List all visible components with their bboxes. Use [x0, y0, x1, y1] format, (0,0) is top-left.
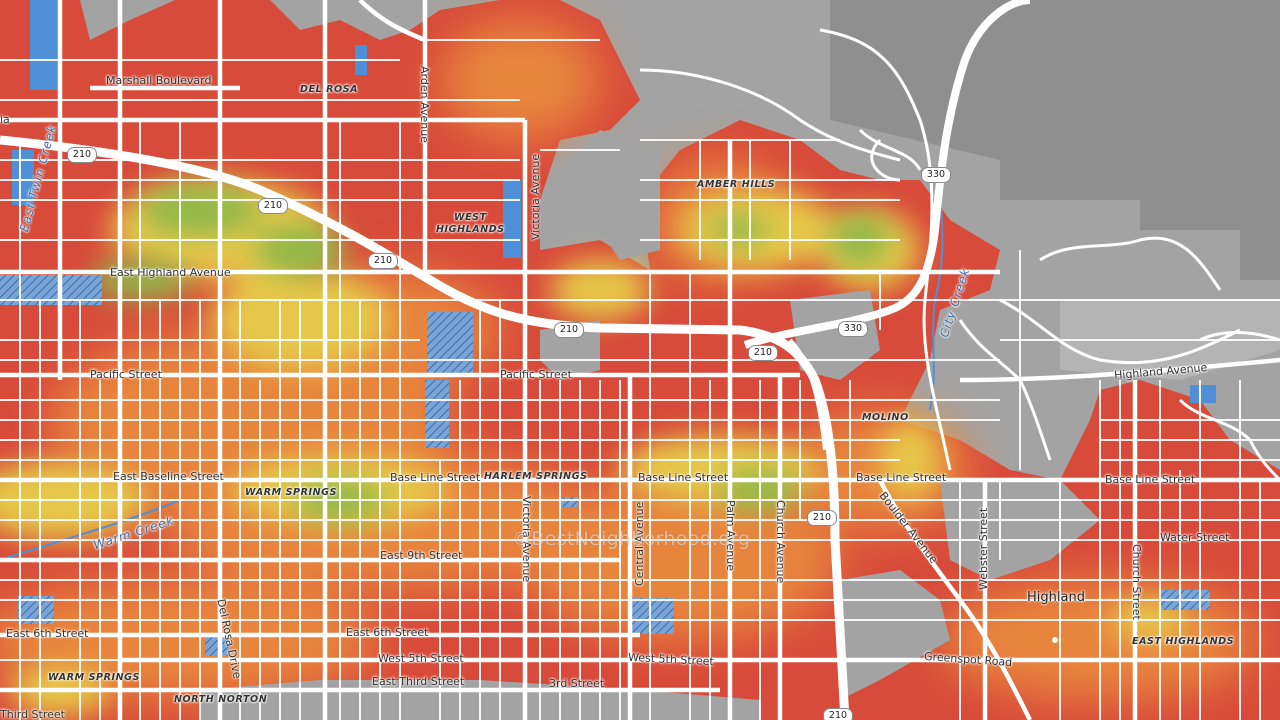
street-label-church-st: Church Street: [1130, 544, 1143, 620]
hill-zone: [830, 0, 1280, 280]
heat-green: [710, 215, 770, 245]
street-label-west-5th-1: West 5th Street: [378, 652, 464, 665]
ramp: [788, 338, 827, 451]
park-hatch: [560, 497, 578, 507]
street-label-base-line-4: Base Line Street: [1105, 473, 1196, 486]
highway-shield-210: 210: [258, 198, 288, 214]
boulder-ave: [877, 478, 1033, 720]
street-label-east-6th-center: East 6th Street: [346, 626, 429, 639]
no-data-area: [560, 130, 660, 260]
street-label-east-highland-ave: East Highland Avenue: [110, 266, 231, 279]
neighborhood-label-del-rosa: DEL ROSA: [300, 84, 359, 95]
street-label-third-street-west: Third Street: [0, 708, 65, 720]
edge-label: ia: [0, 113, 10, 126]
street-label-east-6th-west: East 6th Street: [6, 627, 89, 640]
highway-shield-330: 330: [921, 167, 951, 183]
heat-green: [140, 185, 260, 235]
street-label-pacific-center: Pacific Street: [500, 368, 572, 381]
highway-shield-210: 210: [368, 253, 398, 269]
street-label-3rd-street: 3rd Street: [549, 677, 605, 690]
water-features: [0, 0, 1216, 656]
street-label-marshall-blvd: Marshall Boulevard: [106, 74, 212, 87]
street-label-base-line-2: Base Line Street: [638, 471, 729, 484]
neighborhood-label-west-highlands: WEST HIGHLANDS: [436, 212, 505, 235]
neighborhood-label-harlem-springs: HARLEM SPRINGS: [484, 471, 588, 482]
park-hatch: [205, 636, 229, 656]
highway-shield-210: 210: [67, 147, 97, 163]
street-label-pacific-west: Pacific Street: [90, 368, 162, 381]
no-data-area: [790, 290, 880, 380]
heat-orange: [0, 580, 380, 700]
street-label-east-9th: East 9th Street: [380, 549, 463, 562]
reservoir: [12, 150, 34, 205]
street-label-east-baseline: East Baseline Street: [113, 470, 224, 483]
park-hatch: [632, 598, 674, 634]
heat-yellow: [550, 260, 650, 320]
north-road: [57, 0, 328, 720]
street-label-base-line-1: Base Line Street: [390, 471, 481, 484]
street-label-east-third: East Third Street: [372, 675, 465, 688]
neighborhood-label-warm-springs-2: WARM SPRINGS: [48, 672, 141, 683]
neighborhood-label-north-norton: NORTH NORTON: [174, 694, 268, 705]
neighborhood-label-warm-springs-1: WARM SPRINGS: [245, 487, 338, 498]
highway-shield-210: 210: [823, 708, 853, 720]
marshall-blvd: [0, 85, 525, 123]
warm-creek-line: [0, 499, 181, 561]
park-hatch: [425, 380, 449, 448]
neighborhood-label-east-highlands: EAST HIGHLANDS: [1132, 636, 1235, 647]
watermark: ©BestNeighborhood.org: [512, 528, 751, 550]
highway-shield-210: 210: [748, 345, 778, 361]
neighborhood-label-amber-hills: AMBER HILLS: [697, 179, 776, 190]
ne-road: [358, 0, 426, 43]
highway-shield-330: 330: [838, 321, 868, 337]
street-label-victoria-ave-north: Victoria Avenue: [529, 153, 542, 240]
reservoir: [30, 0, 60, 90]
highway-shield-210: 210: [807, 510, 837, 526]
street-label-church-ave: Church Avenue: [774, 500, 787, 584]
street-label-base-line-3: Base Line Street: [856, 471, 947, 484]
neighborhood-label-molino: MOLINO: [862, 412, 909, 423]
no-data-area: [840, 570, 950, 700]
reservoir: [503, 180, 521, 258]
city-marker: [1052, 637, 1058, 643]
highland-ave-east: [959, 357, 1280, 383]
park-hatch: [427, 312, 473, 374]
heat-orange: [440, 20, 600, 140]
reservoir: [1190, 385, 1216, 403]
highway-shield-210: 210: [554, 322, 584, 338]
heat-green: [255, 225, 345, 275]
city-label-highland: Highland: [1027, 590, 1085, 605]
street-label-webster-st: Webster Street: [977, 507, 990, 590]
street-label-arden-ave: Arden Avenue: [418, 66, 431, 143]
street-label-water-st: Water Street: [1160, 531, 1230, 544]
